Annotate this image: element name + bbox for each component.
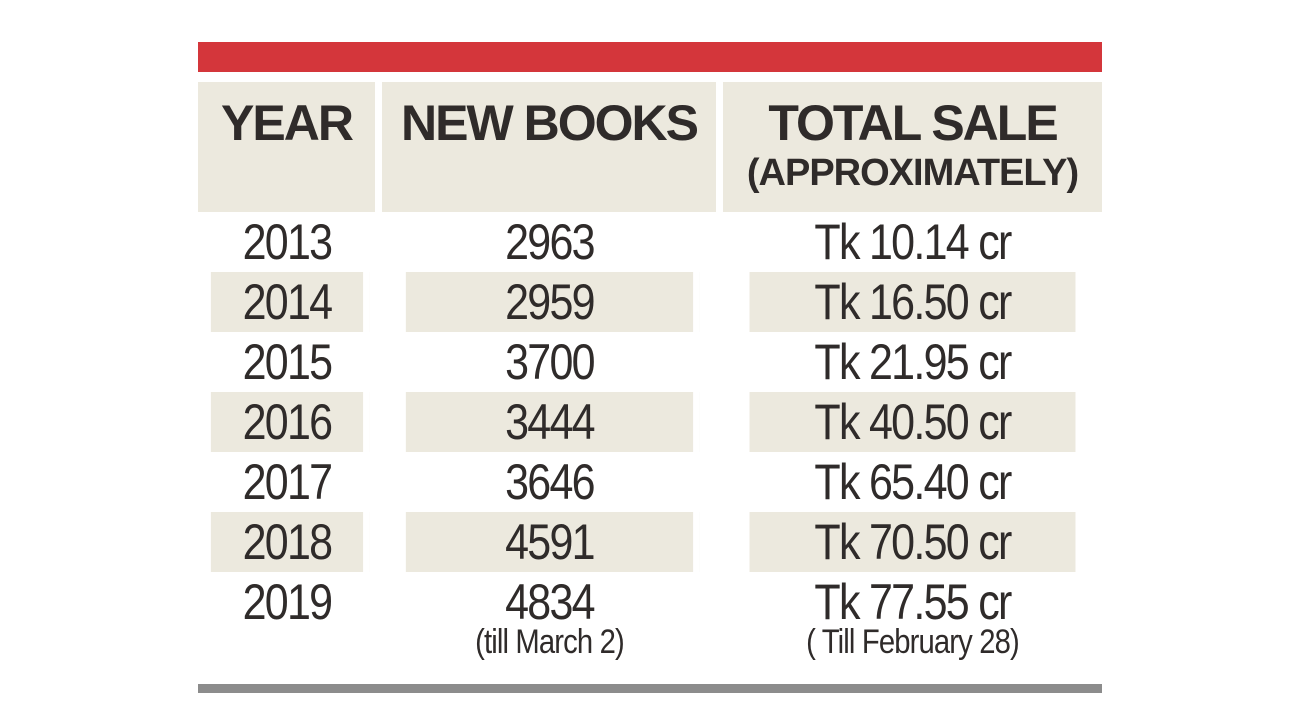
table-row: 2018 4591 Tk 70.50 cr <box>198 512 1102 572</box>
year-cell: 2015 <box>211 332 370 392</box>
year-cell-value: 2017 <box>242 454 334 510</box>
header-total-sale-sub: (APPROXIMATELY) <box>746 152 1079 194</box>
new-books-cell: 3700 <box>406 332 700 392</box>
new-books-cell-value: 2959 <box>505 274 596 330</box>
accent-bar <box>198 42 1102 72</box>
total-sale-cell: Tk 16.50 cr <box>749 272 1076 332</box>
total-sale-cell-value: Tk 40.50 cr <box>814 394 1012 450</box>
total-sale-cell-value: Tk 21.95 cr <box>814 334 1012 390</box>
new-books-cell-value: 3646 <box>505 454 596 510</box>
header-new-books: NEW BOOKS <box>382 72 723 212</box>
year-cell-value: 2013 <box>242 214 334 270</box>
total-sale-cell-value: Tk 70.50 cr <box>814 514 1012 570</box>
header-year-label: YEAR <box>221 95 354 151</box>
total-sale-cell: Tk 70.50 cr <box>749 512 1076 572</box>
new-books-cell-value: 3700 <box>505 334 596 390</box>
new-books-cell: 4591 <box>405 512 700 572</box>
table-row: 2014 2959 Tk 16.50 cr <box>198 272 1102 332</box>
table-row: 2015 3700 Tk 21.95 cr <box>198 332 1102 392</box>
new-books-cell-value: 4834 <box>505 574 596 630</box>
year-cell: 2018 <box>210 512 370 572</box>
header-new-books-label: NEW BOOKS <box>401 95 699 151</box>
new-books-cell: 2963 <box>406 212 700 272</box>
table-row: 2017 3646 Tk 65.40 cr <box>198 452 1102 512</box>
year-cell: 2017 <box>211 452 370 512</box>
total-sale-cell-value: Tk 16.50 cr <box>814 274 1012 330</box>
table-row: 2013 2963 Tk 10.14 cr <box>198 212 1102 272</box>
year-cell-value: 2016 <box>242 394 334 450</box>
year-cell-value: 2015 <box>242 334 334 390</box>
total-sale-cell: Tk 77.55 cr( Till February 28) <box>750 572 1076 684</box>
total-sale-cell: Tk 65.40 cr <box>750 452 1076 512</box>
total-sale-cell-value: Tk 10.14 cr <box>814 214 1012 270</box>
new-books-cell: 2959 <box>405 272 700 332</box>
new-books-cell-value: 4591 <box>505 514 596 570</box>
new-books-cell: 4834 (till March 2) <box>406 572 700 684</box>
year-cell: 2016 <box>210 392 370 452</box>
year-cell: 2019 <box>211 572 370 684</box>
year-cell: 2014 <box>210 272 370 332</box>
total-sale-cell-value: Tk 77.55 cr <box>814 574 1012 630</box>
total-sale-cell-note: ( Till February 28) <box>806 623 1020 661</box>
new-books-cell-note: (till March 2) <box>475 623 625 661</box>
header-row: YEAR NEW BOOKS TOTAL SALE (APPROXIMATELY) <box>198 72 1102 212</box>
total-sale-cell: Tk 10.14 cr <box>750 212 1076 272</box>
total-sale-cell-value: Tk 65.40 cr <box>814 454 1012 510</box>
header-total-sale-label: TOTAL SALE <box>768 95 1058 151</box>
year-cell-value: 2019 <box>242 574 334 630</box>
header-year: YEAR <box>198 72 382 212</box>
header-total-sale: TOTAL SALE (APPROXIMATELY) <box>723 72 1102 212</box>
data-table: YEAR NEW BOOKS TOTAL SALE (APPROXIMATELY)… <box>198 72 1102 684</box>
table-row: 2016 3444 Tk 40.50 cr <box>198 392 1102 452</box>
bottom-rule <box>198 684 1102 693</box>
year-cell: 2013 <box>211 212 370 272</box>
new-books-cell-value: 2963 <box>505 214 596 270</box>
total-sale-cell: Tk 21.95 cr <box>750 332 1076 392</box>
year-cell-value: 2014 <box>242 274 334 330</box>
book-sales-table: YEAR NEW BOOKS TOTAL SALE (APPROXIMATELY)… <box>198 42 1102 693</box>
table-row: 2019 4834 (till March 2) Tk 77.55 cr( Till … <box>198 572 1102 684</box>
total-sale-cell: Tk 40.50 cr <box>749 392 1076 452</box>
new-books-cell: 3444 <box>405 392 700 452</box>
year-cell-value: 2018 <box>242 514 334 570</box>
new-books-cell-value: 3444 <box>505 394 596 450</box>
new-books-cell: 3646 <box>406 452 700 512</box>
